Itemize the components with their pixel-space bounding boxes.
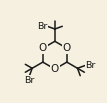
Text: Br: Br (85, 61, 95, 70)
Text: O: O (51, 64, 59, 74)
Text: O: O (39, 43, 47, 53)
Text: Br: Br (37, 22, 47, 31)
Text: O: O (63, 43, 71, 53)
Text: Br: Br (24, 76, 35, 85)
